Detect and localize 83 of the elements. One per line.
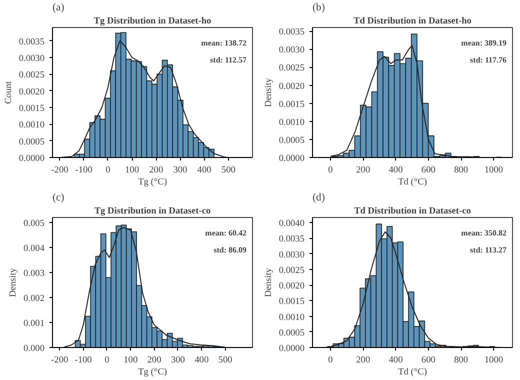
x-axis-title: Tg (°C) <box>138 178 167 188</box>
y-tick-label: 0.000 <box>24 344 45 354</box>
annotation: mean: 389.19 <box>461 38 506 48</box>
y-tick-label: 0.0005 <box>278 328 305 338</box>
y-tick-label: 0.0030 <box>278 250 305 260</box>
y-axis-title: Density <box>8 268 19 298</box>
y-tick-label: 0.0025 <box>278 266 305 276</box>
annotation: mean: 138.72 <box>201 38 246 48</box>
text: (b) <box>312 2 326 14</box>
x-tick-label: -100 <box>74 356 92 366</box>
x-tick-label: 200 <box>356 356 370 366</box>
y-tick-label: 0.0015 <box>278 100 305 110</box>
chart-title: Tg Distribution in Dataset-co <box>94 206 212 216</box>
text: (a) <box>52 2 65 14</box>
annotation: std: 86.09 <box>214 246 246 254</box>
x-tick-label: 500 <box>221 166 236 176</box>
y-tick-label: 0.0000 <box>278 154 305 164</box>
x-tick-label: 400 <box>194 356 209 366</box>
y-tick-label: 0.0000 <box>278 344 305 354</box>
y-tick-label: 0.0020 <box>278 82 305 92</box>
x-tick-label: 800 <box>454 356 468 366</box>
x-tick-label: 0 <box>106 166 111 176</box>
y-tick-label: 0.0040 <box>278 219 305 229</box>
annotation: mean: 60.42 <box>205 228 246 238</box>
y-tick-label: 0.0005 <box>278 136 305 146</box>
x-tick-label: -200 <box>51 356 68 366</box>
x-axis-title: Td (°C) <box>398 368 427 378</box>
y-tick-label: 0.0020 <box>18 87 45 98</box>
y-tick-label: 0.0030 <box>278 46 305 56</box>
chart-title: Td Distribution in Dataset-co <box>354 206 472 216</box>
x-tick-label: 400 <box>388 166 404 176</box>
x-tick-label: 0 <box>104 356 110 366</box>
y-tick-label: 0.0005 <box>18 137 45 148</box>
x-tick-label: 500 <box>218 356 233 366</box>
y-tick-label: 0.0015 <box>278 297 305 308</box>
annotation: std: 113.27 <box>470 246 507 254</box>
y-tick-label: 0.001 <box>24 319 45 329</box>
x-tick-label: -200 <box>51 166 69 176</box>
x-tick-label: 100 <box>125 166 140 176</box>
y-tick-label: 0.005 <box>24 219 45 229</box>
chart-title: Tg Distribution in Dataset-ho <box>94 16 212 26</box>
y-tick-label: 0.0035 <box>278 234 305 245</box>
y-axis-title: Count <box>4 80 14 104</box>
annotation: std: 117.76 <box>470 56 507 64</box>
x-tick-label: 600 <box>421 356 436 366</box>
y-axis-title: Density <box>264 268 274 298</box>
y-tick-label: 0.0010 <box>278 312 305 323</box>
x-tick-label: 1000 <box>484 356 504 366</box>
y-tick-label: 0.0025 <box>278 64 305 74</box>
chart-title: Td Distribution in Dataset-ho <box>354 16 472 26</box>
y-tick-label: 0.0000 <box>18 154 45 164</box>
x-tick-label: 1000 <box>484 166 504 176</box>
y-tick-label: 0.0035 <box>18 37 45 48</box>
y-tick-label: 0.0010 <box>278 118 305 128</box>
x-tick-label: 400 <box>388 356 404 366</box>
x-axis-title: Td (°C) <box>398 178 427 188</box>
annotation: std: 112.57 <box>210 56 247 64</box>
x-tick-label: 200 <box>147 356 162 366</box>
y-tick-label: 0.003 <box>24 269 45 279</box>
y-tick-label: 0.0035 <box>278 28 305 38</box>
x-tick-label: 0 <box>328 356 334 366</box>
x-tick-label: 100 <box>124 356 138 366</box>
y-tick-label: 0.0030 <box>18 54 45 64</box>
y-tick-label: 0.0010 <box>18 120 45 131</box>
y-tick-label: 0.0020 <box>278 282 305 292</box>
x-tick-label: 300 <box>173 166 188 176</box>
x-tick-label: -100 <box>75 166 93 176</box>
x-axis-title: Tg (°C) <box>138 368 167 378</box>
y-tick-label: 0.0015 <box>18 104 45 114</box>
x-tick-label: 400 <box>197 166 212 176</box>
annotation: mean: 350.82 <box>461 228 506 238</box>
x-tick-label: 200 <box>356 166 370 176</box>
y-tick-label: 0.0025 <box>18 70 45 81</box>
x-tick-label: 200 <box>149 166 164 176</box>
x-tick-label: 800 <box>454 166 468 176</box>
text: (c) <box>52 192 65 204</box>
y-tick-label: 0.002 <box>24 294 45 304</box>
x-tick-label: 0 <box>328 166 334 176</box>
x-tick-label: 300 <box>170 356 186 366</box>
text: (d) <box>312 192 326 204</box>
x-tick-label: 600 <box>421 166 436 176</box>
y-axis-title: Density <box>264 78 274 108</box>
y-tick-label: 0.004 <box>24 244 45 254</box>
